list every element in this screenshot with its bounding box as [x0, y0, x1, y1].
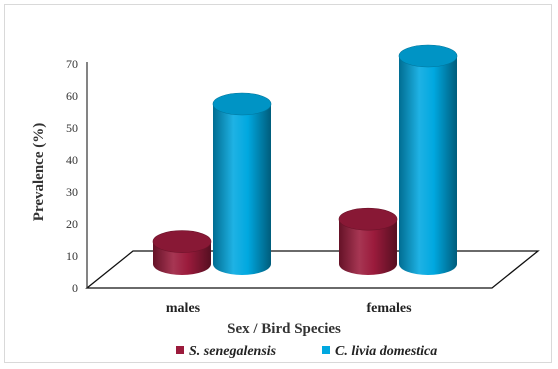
y-tick-label: 40	[66, 153, 78, 167]
y-tick-label: 0	[72, 281, 78, 295]
y-tick-label: 60	[66, 89, 78, 103]
chart-frame	[4, 4, 552, 363]
bar-c-livia-females	[398, 44, 458, 275]
y-tick-label: 20	[66, 217, 78, 231]
legend-label: S. senegalensis	[189, 344, 277, 359]
x-category-label: females	[366, 301, 412, 316]
bar-s-senegalensis-males	[152, 230, 212, 275]
y-tick-label: 70	[66, 57, 78, 71]
legend-swatch	[322, 346, 330, 354]
y-tick-label: 10	[66, 249, 78, 263]
legend: S. senegalensis C. livia domestica	[176, 344, 437, 359]
bar-c-livia-males	[212, 92, 272, 275]
bar-s-senegalensis-females	[338, 207, 398, 275]
x-category-label: males	[166, 301, 201, 316]
y-axis-title: Prevalence (%)	[31, 123, 47, 221]
legend-label: C. livia domestica	[335, 344, 437, 359]
legend-swatch	[176, 346, 184, 354]
y-tick-label: 50	[66, 121, 78, 135]
x-axis-title: Sex / Bird Species	[227, 321, 341, 337]
y-tick-label: 30	[66, 185, 78, 199]
